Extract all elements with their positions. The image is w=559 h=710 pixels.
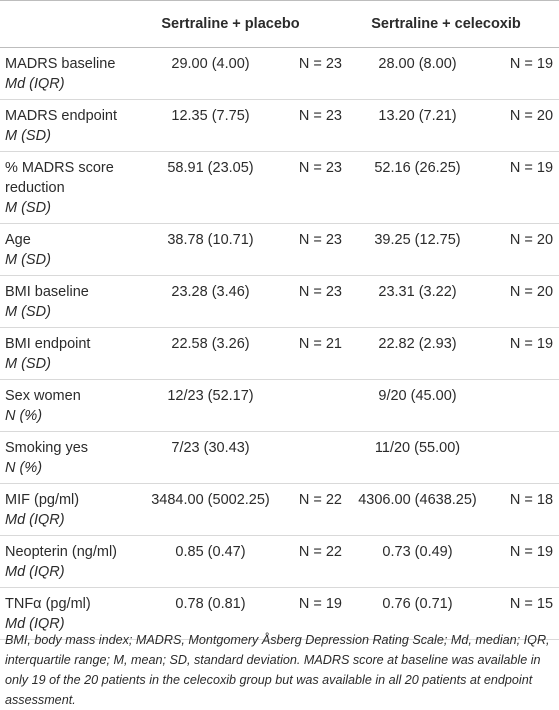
value-cell: 39.25 (12.75) — [348, 223, 487, 276]
row-label-cell: Smoking yes N (%) — [0, 431, 143, 484]
value-cell: 38.78 (10.71) — [143, 223, 278, 276]
row-label: BMI baseline — [5, 284, 89, 300]
value-cell: 52.16 (26.25) — [348, 151, 487, 224]
n-cell: N = 20 — [487, 223, 559, 276]
row-label-cell: Sex women N (%) — [0, 379, 143, 432]
row-statistic: Md (IQR) — [5, 616, 65, 632]
row-label-cell: Neopterin (ng/ml) Md (IQR) — [0, 535, 143, 588]
table-row: MIF (pg/ml) Md (IQR) 3484.00 (5002.25) N = … — [0, 483, 559, 536]
n-cell — [487, 379, 559, 432]
n-cell: N = 22 — [278, 535, 348, 588]
n-cell: N = 19 — [278, 587, 348, 640]
table-row: BMI baseline M (SD) 23.28 (3.46) N = 23 23.3… — [0, 275, 559, 328]
row-label: MIF (pg/ml) — [5, 492, 80, 508]
row-statistic: N (%) — [5, 408, 43, 424]
header-cell: Sertraline + placebo — [143, 0, 348, 48]
row-statistic: M (SD) — [5, 304, 51, 320]
n-cell: N = 20 — [487, 275, 559, 328]
row-label: MADRS endpoint — [5, 108, 118, 124]
row-label: MADRS baseline — [5, 56, 116, 72]
value-cell: 0.85 (0.47) — [143, 535, 278, 588]
table-body: MADRS baseline Md (IQR) 29.00 (4.00) N = 23… — [0, 47, 559, 640]
table-row: Sex women N (%) 12/23 (52.17) 9/20 (45.00) — [0, 379, 559, 432]
value-cell: 23.28 (3.46) — [143, 275, 278, 328]
n-cell: N = 19 — [487, 535, 559, 588]
table-row: MADRS baseline Md (IQR) 29.00 (4.00) N = 23… — [0, 47, 559, 100]
row-statistic: M (SD) — [5, 356, 51, 372]
n-cell: N = 19 — [487, 327, 559, 380]
value-cell: 0.73 (0.49) — [348, 535, 487, 588]
value-cell: 12/23 (52.17) — [143, 379, 278, 432]
row-label-cell: MIF (pg/ml) Md (IQR) — [0, 483, 143, 536]
value-cell: 58.91 (23.05) — [143, 151, 278, 224]
n-cell: N = 21 — [278, 327, 348, 380]
row-statistic: N (%) — [5, 460, 43, 476]
value-cell: 13.20 (7.21) — [348, 99, 487, 152]
row-statistic: M (SD) — [5, 128, 51, 144]
row-statistic: Md (IQR) — [5, 564, 65, 580]
row-label-cell: Age M (SD) — [0, 223, 143, 276]
value-cell: 23.31 (3.22) — [348, 275, 487, 328]
value-cell: 28.00 (8.00) — [348, 47, 487, 100]
n-cell: N = 23 — [278, 99, 348, 152]
n-cell: N = 23 — [278, 47, 348, 100]
table-row: Smoking yes N (%) 7/23 (30.43) 11/20 (55.00… — [0, 431, 559, 484]
value-cell: 22.58 (3.26) — [143, 327, 278, 380]
value-cell: 3484.00 (5002.25) — [143, 483, 278, 536]
value-cell: 0.78 (0.81) — [143, 587, 278, 640]
row-label: Age — [5, 232, 31, 248]
row-label: % MADRS score reduction — [5, 160, 114, 196]
header-row: Sertraline + placebo Sertraline + celeco… — [0, 0, 559, 48]
row-label-cell: MADRS endpoint M (SD) — [0, 99, 143, 152]
value-cell: 29.00 (4.00) — [143, 47, 278, 100]
footnote: BMI, body mass index; MADRS, Montgomery … — [5, 633, 550, 707]
n-cell: N = 19 — [487, 151, 559, 224]
header-cell — [0, 0, 143, 48]
value-cell: 11/20 (55.00) — [348, 431, 487, 484]
row-statistic: Md (IQR) — [5, 512, 65, 528]
n-cell — [487, 431, 559, 484]
data-table: Sertraline + placebo Sertraline + celeco… — [0, 0, 559, 640]
row-label-cell: BMI endpoint M (SD) — [0, 327, 143, 380]
row-label-cell: MADRS baseline Md (IQR) — [0, 47, 143, 100]
table-row: Age M (SD) 38.78 (10.71) N = 23 39.25 (12.75… — [0, 223, 559, 276]
row-label: Smoking yes — [5, 440, 89, 456]
n-cell: N = 18 — [487, 483, 559, 536]
n-cell: N = 23 — [278, 151, 348, 224]
value-cell: 22.82 (2.93) — [348, 327, 487, 380]
row-label-cell: % MADRS score reduction M (SD) — [0, 151, 143, 224]
row-statistic: M (SD) — [5, 252, 51, 268]
value-cell: 9/20 (45.00) — [348, 379, 487, 432]
table-row: BMI endpoint M (SD) 22.58 (3.26) N = 21 22.8… — [0, 327, 559, 380]
value-cell: 7/23 (30.43) — [143, 431, 278, 484]
table-row: MADRS endpoint M (SD) 12.35 (7.75) N = 23 13… — [0, 99, 559, 152]
row-label: Neopterin (ng/ml) — [5, 544, 118, 560]
value-cell: 0.76 (0.71) — [348, 587, 487, 640]
table-row: Neopterin (ng/ml) Md (IQR) 0.85 (0.47) N = … — [0, 535, 559, 588]
row-label: BMI endpoint — [5, 336, 91, 352]
n-cell: N = 20 — [487, 99, 559, 152]
n-cell — [278, 431, 348, 484]
row-label-cell: TNFα (pg/ml) Md (IQR) — [0, 587, 143, 640]
table-row: % MADRS score reduction M (SD) 58.91 (23.0… — [0, 151, 559, 224]
value-cell: 12.35 (7.75) — [143, 99, 278, 152]
n-cell: N = 23 — [278, 223, 348, 276]
row-label: TNFα (pg/ml) — [5, 596, 91, 612]
n-cell: N = 19 — [487, 47, 559, 100]
n-cell: N = 23 — [278, 275, 348, 328]
table-row: TNFα (pg/ml) Md (IQR) 0.78 (0.81) N = 19 0.7… — [0, 587, 559, 640]
n-cell: N = 22 — [278, 483, 348, 536]
row-label: Sex women — [5, 388, 81, 404]
row-statistic: M (SD) — [5, 200, 51, 216]
row-label-cell: BMI baseline M (SD) — [0, 275, 143, 328]
row-statistic: Md (IQR) — [5, 76, 65, 92]
header-cell: Sertraline + celecoxib — [348, 0, 559, 48]
value-cell: 4306.00 (4638.25) — [348, 483, 487, 536]
n-cell: N = 15 — [487, 587, 559, 640]
n-cell — [278, 379, 348, 432]
